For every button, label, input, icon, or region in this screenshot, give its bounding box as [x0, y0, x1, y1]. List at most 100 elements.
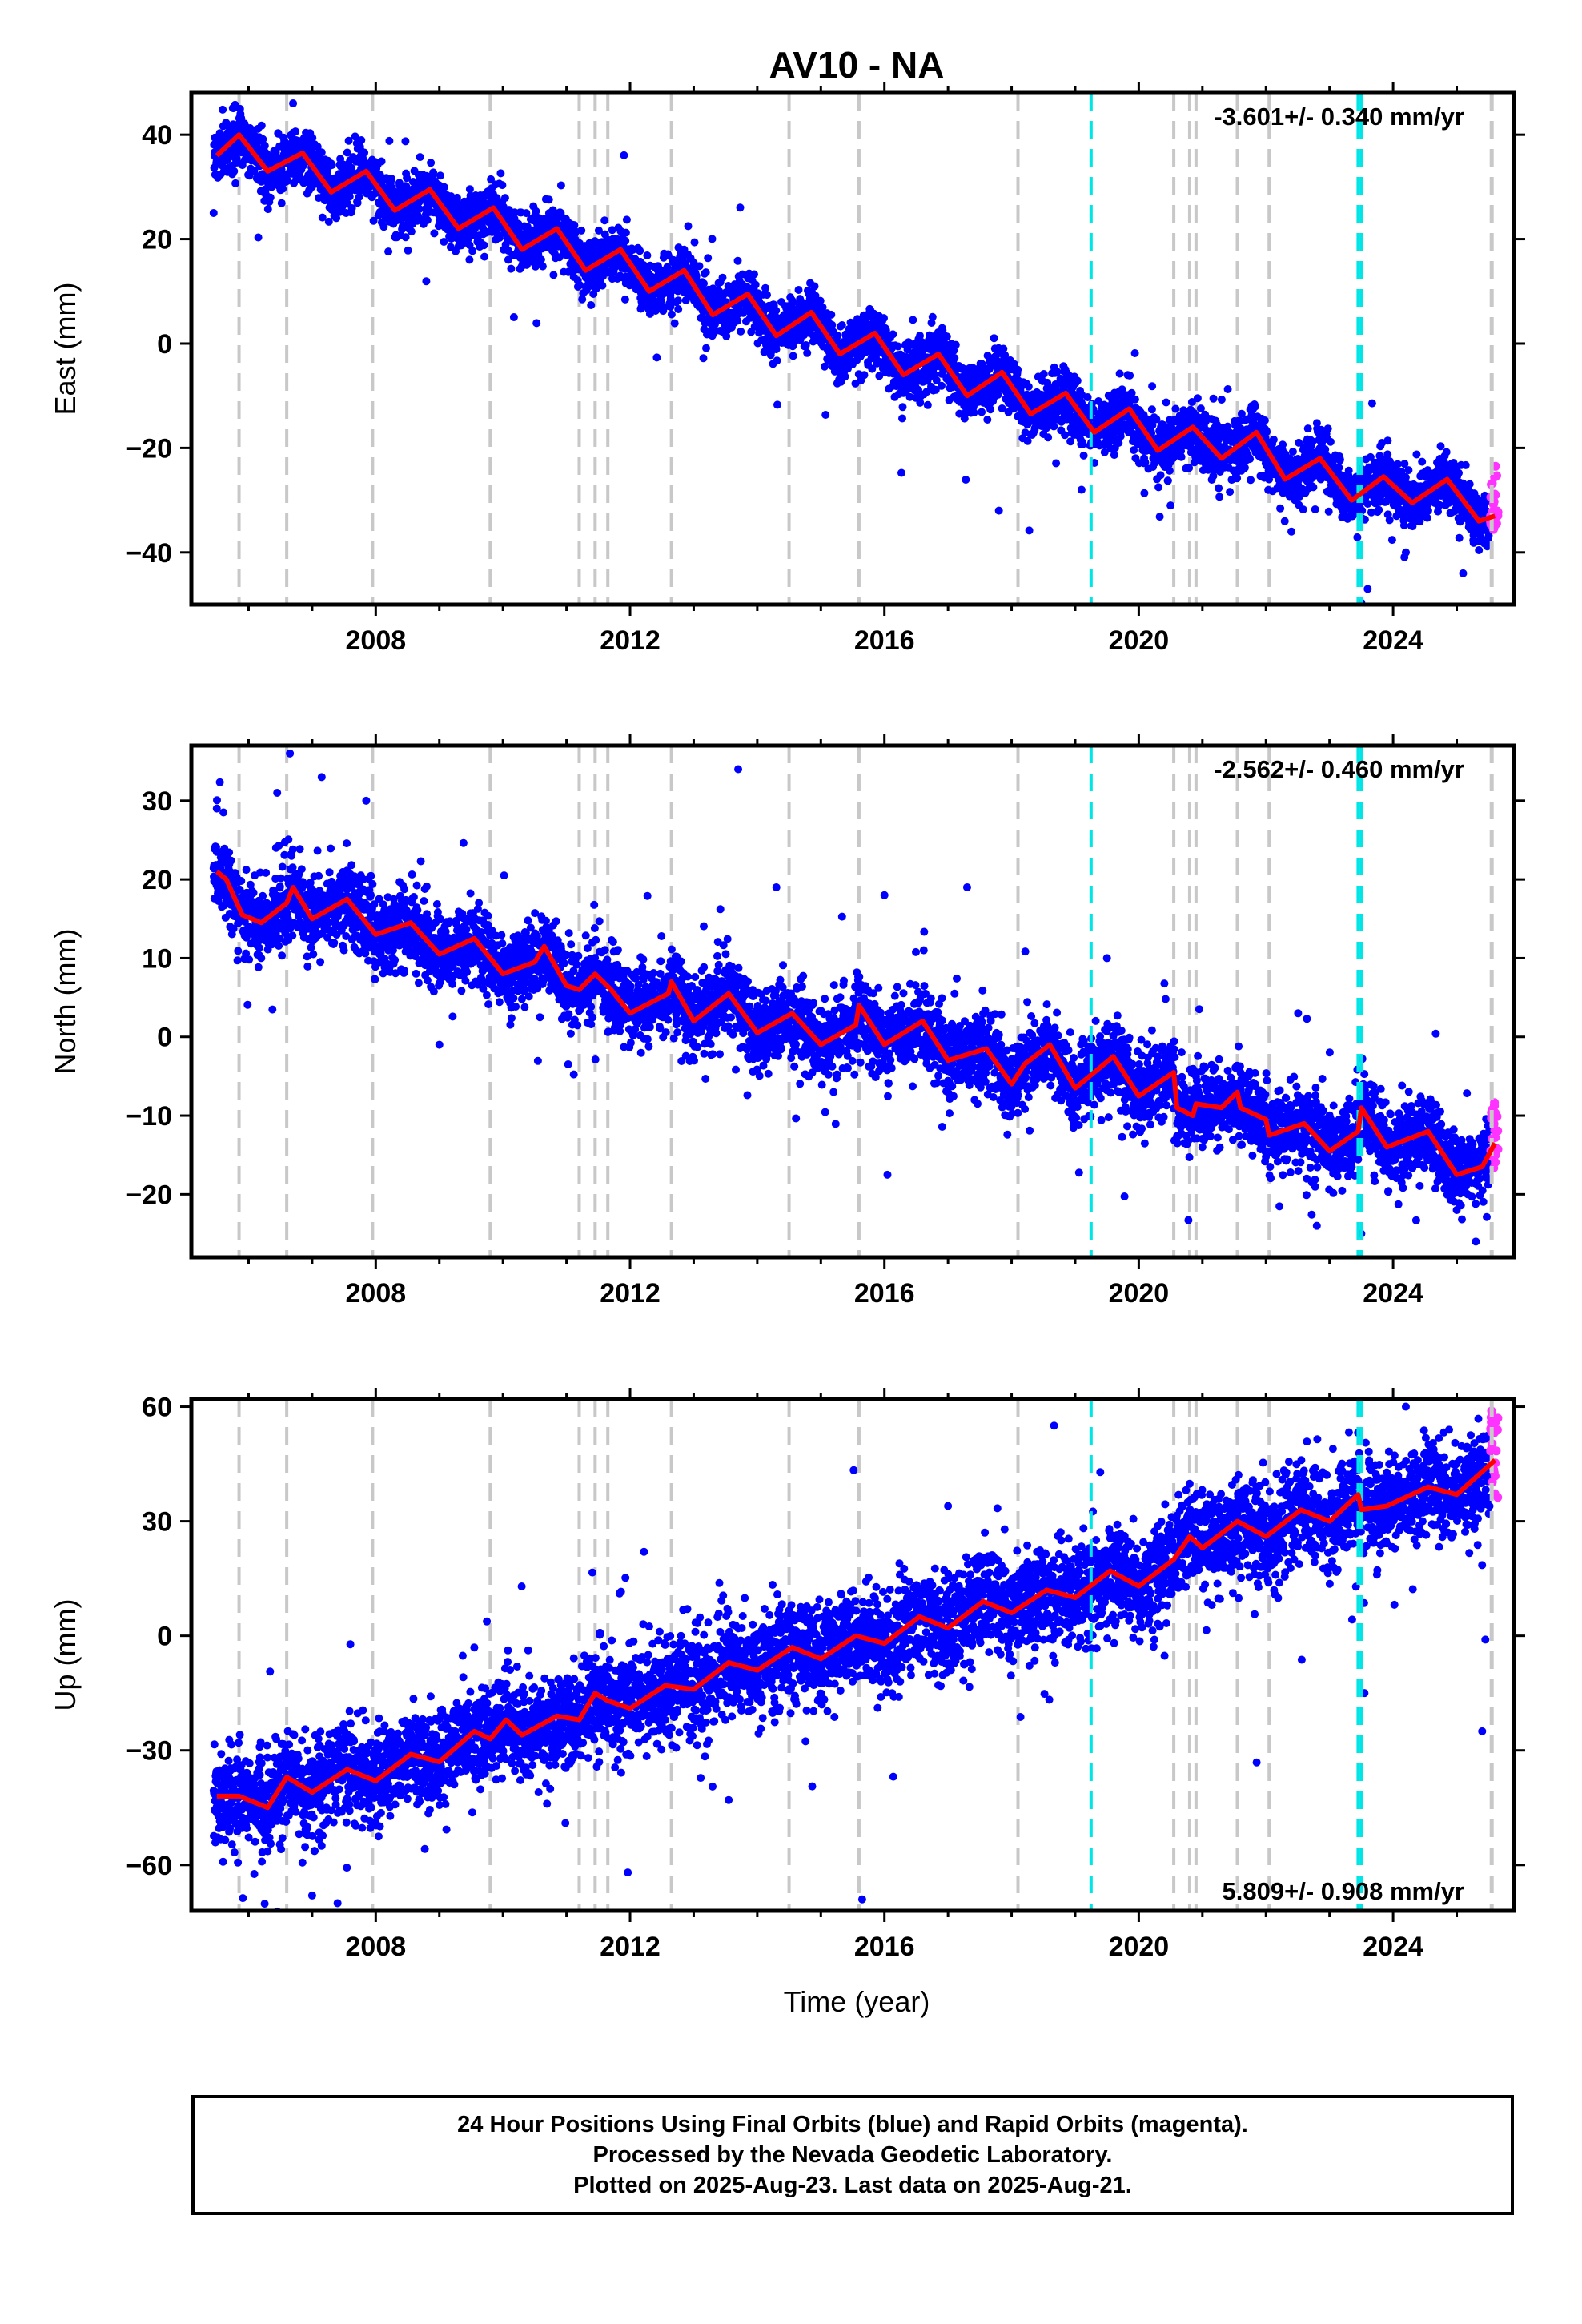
data-point — [789, 352, 797, 360]
data-point — [379, 223, 388, 231]
data-point — [718, 273, 727, 282]
data-point — [733, 256, 742, 265]
data-point — [951, 340, 960, 349]
data-point — [416, 153, 424, 162]
data-point — [263, 205, 272, 214]
data-point — [810, 282, 819, 291]
data-point — [801, 341, 810, 349]
data-point — [1014, 365, 1022, 374]
data-point — [404, 246, 412, 255]
data-point — [1162, 398, 1170, 407]
data-point — [369, 216, 378, 225]
data-point — [1078, 440, 1087, 448]
data-point — [1276, 504, 1285, 513]
east-plot-area — [209, 93, 1503, 605]
data-point — [259, 135, 267, 143]
data-point — [674, 296, 682, 305]
data-point — [986, 405, 995, 414]
data-point — [889, 330, 897, 339]
data-point — [1130, 395, 1139, 404]
data-point — [271, 148, 280, 157]
data-point — [318, 213, 327, 222]
data-point — [1171, 404, 1180, 413]
data-point — [277, 199, 286, 207]
data-point — [761, 283, 769, 292]
data-point — [577, 226, 586, 235]
data-point — [733, 316, 742, 325]
data-point — [1240, 464, 1249, 472]
data-point — [1177, 452, 1186, 461]
data-point — [500, 194, 509, 203]
data-point — [636, 247, 644, 255]
data-point — [898, 414, 906, 423]
data-point — [1061, 431, 1070, 440]
data-point — [772, 306, 781, 315]
data-point — [736, 203, 745, 212]
data-point — [283, 176, 292, 185]
data-point — [794, 286, 803, 294]
data-point — [773, 356, 781, 365]
data-point — [692, 271, 701, 280]
data-point — [377, 157, 386, 166]
data-point — [1052, 459, 1061, 468]
data-point — [465, 255, 474, 264]
data-point — [549, 271, 558, 279]
data-point — [587, 301, 596, 309]
data-point — [620, 151, 628, 159]
data-point — [266, 193, 275, 202]
data-point — [750, 270, 758, 279]
data-point — [544, 195, 553, 204]
data-point — [938, 381, 946, 390]
data-point — [403, 174, 412, 183]
data-point — [219, 105, 227, 114]
data-point — [1053, 368, 1062, 376]
data-point — [1154, 483, 1163, 492]
data-point — [384, 247, 393, 256]
data-point — [1024, 382, 1033, 391]
data-point — [704, 254, 713, 263]
data-point — [708, 235, 717, 243]
data-point — [821, 411, 830, 419]
data-point — [355, 192, 363, 201]
data-point — [250, 167, 259, 175]
data-point — [385, 136, 394, 145]
chart-title: AV10 - NA — [769, 44, 945, 86]
data-point — [1073, 376, 1082, 385]
data-point — [1223, 385, 1232, 393]
data-point — [880, 314, 888, 323]
data-point — [522, 209, 531, 218]
data-point — [498, 181, 507, 190]
data-point — [620, 295, 629, 304]
data-point — [332, 214, 341, 223]
data-point — [1246, 455, 1255, 464]
data-point — [345, 192, 354, 201]
data-point — [690, 238, 699, 247]
data-point — [538, 262, 547, 271]
data-point — [487, 175, 496, 183]
data-point — [827, 310, 836, 319]
data-point — [841, 372, 849, 381]
data-point — [440, 238, 448, 246]
data-point — [1193, 394, 1202, 403]
data-point — [1140, 489, 1149, 497]
data-point — [313, 143, 322, 151]
data-point — [324, 217, 333, 226]
data-point — [684, 222, 693, 231]
data-point — [695, 262, 704, 271]
data-point — [1215, 484, 1223, 493]
data-point — [351, 132, 359, 141]
data-point — [893, 342, 902, 351]
data-point — [1079, 451, 1088, 460]
data-point — [837, 321, 846, 329]
data-point — [343, 148, 351, 157]
data-point — [1217, 396, 1226, 404]
data-point — [652, 353, 661, 362]
data-point — [1263, 428, 1271, 436]
data-point — [360, 148, 369, 157]
data-point — [430, 229, 439, 238]
data-point — [308, 134, 317, 143]
data-point — [407, 227, 416, 236]
data-point — [556, 181, 565, 190]
data-point — [701, 268, 710, 277]
